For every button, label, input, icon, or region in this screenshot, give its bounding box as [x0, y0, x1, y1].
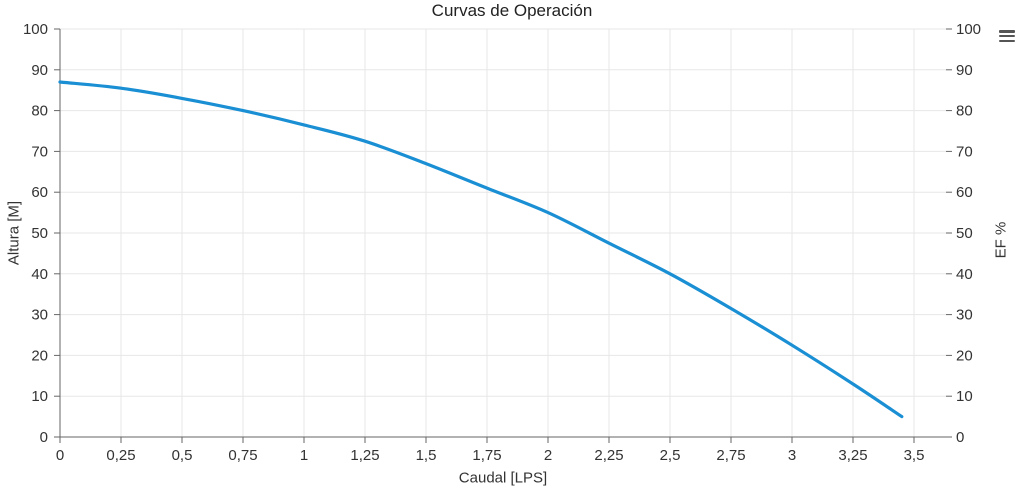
- x-tick-label: 2: [544, 447, 552, 464]
- x-tick-label: 0,25: [106, 447, 135, 464]
- x-axis-title: Caudal [LPS]: [458, 469, 548, 487]
- x-tick-label: 3,25: [838, 447, 867, 464]
- x-tick-label: 1,75: [472, 447, 501, 464]
- x-tick-label: 0: [56, 447, 64, 464]
- x-tick-label: 0,75: [228, 447, 257, 464]
- x-tick-label: 2,75: [716, 447, 745, 464]
- y-tick-label-right: 10: [956, 388, 973, 405]
- y-tick-label-left: 60: [31, 184, 48, 201]
- y-tick-label-left: 40: [31, 266, 48, 283]
- x-tick-label: 1: [300, 447, 308, 464]
- y-tick-label-right: 0: [956, 429, 964, 446]
- y-tick-label-left: 30: [31, 307, 48, 324]
- y-tick-label-left: 50: [31, 225, 48, 242]
- y-tick-label-right: 100: [956, 21, 981, 38]
- x-tick-label: 3,5: [904, 447, 925, 464]
- y-tick-label-right: 80: [956, 103, 973, 120]
- series-line-altura: [58, 80, 904, 419]
- chart-title: Curvas de Operación: [431, 1, 593, 20]
- y-tick-label-right: 60: [956, 184, 973, 201]
- x-tick-label: 2,25: [594, 447, 623, 464]
- x-tick-label: 1,5: [416, 447, 437, 464]
- y-tick-label-right: 70: [956, 143, 973, 160]
- x-tick-label: 2,5: [660, 447, 681, 464]
- y-tick-label-right: 50: [956, 225, 973, 242]
- y-tick-label-left: 90: [31, 62, 48, 79]
- y-tick-label-right: 90: [956, 62, 973, 79]
- x-tick-label: 0,5: [172, 447, 193, 464]
- y-tick-label-right: 30: [956, 307, 973, 324]
- export-menu-button[interactable]: [999, 30, 1015, 42]
- hamburger-menu-icon: [999, 30, 1015, 42]
- y-tick-label-left: 80: [31, 103, 48, 120]
- x-tick-label: 3: [788, 447, 796, 464]
- y-tick-label-left: 20: [31, 347, 48, 364]
- y-tick-label-left: 70: [31, 143, 48, 160]
- y-tick-label-left: 0: [40, 429, 48, 446]
- y-tick-label-right: 40: [956, 266, 973, 283]
- x-tick-label: 1,25: [350, 447, 379, 464]
- y-tick-label-right: 20: [956, 347, 973, 364]
- y-tick-label-left: 100: [23, 21, 48, 38]
- y-tick-label-left: 10: [31, 388, 48, 405]
